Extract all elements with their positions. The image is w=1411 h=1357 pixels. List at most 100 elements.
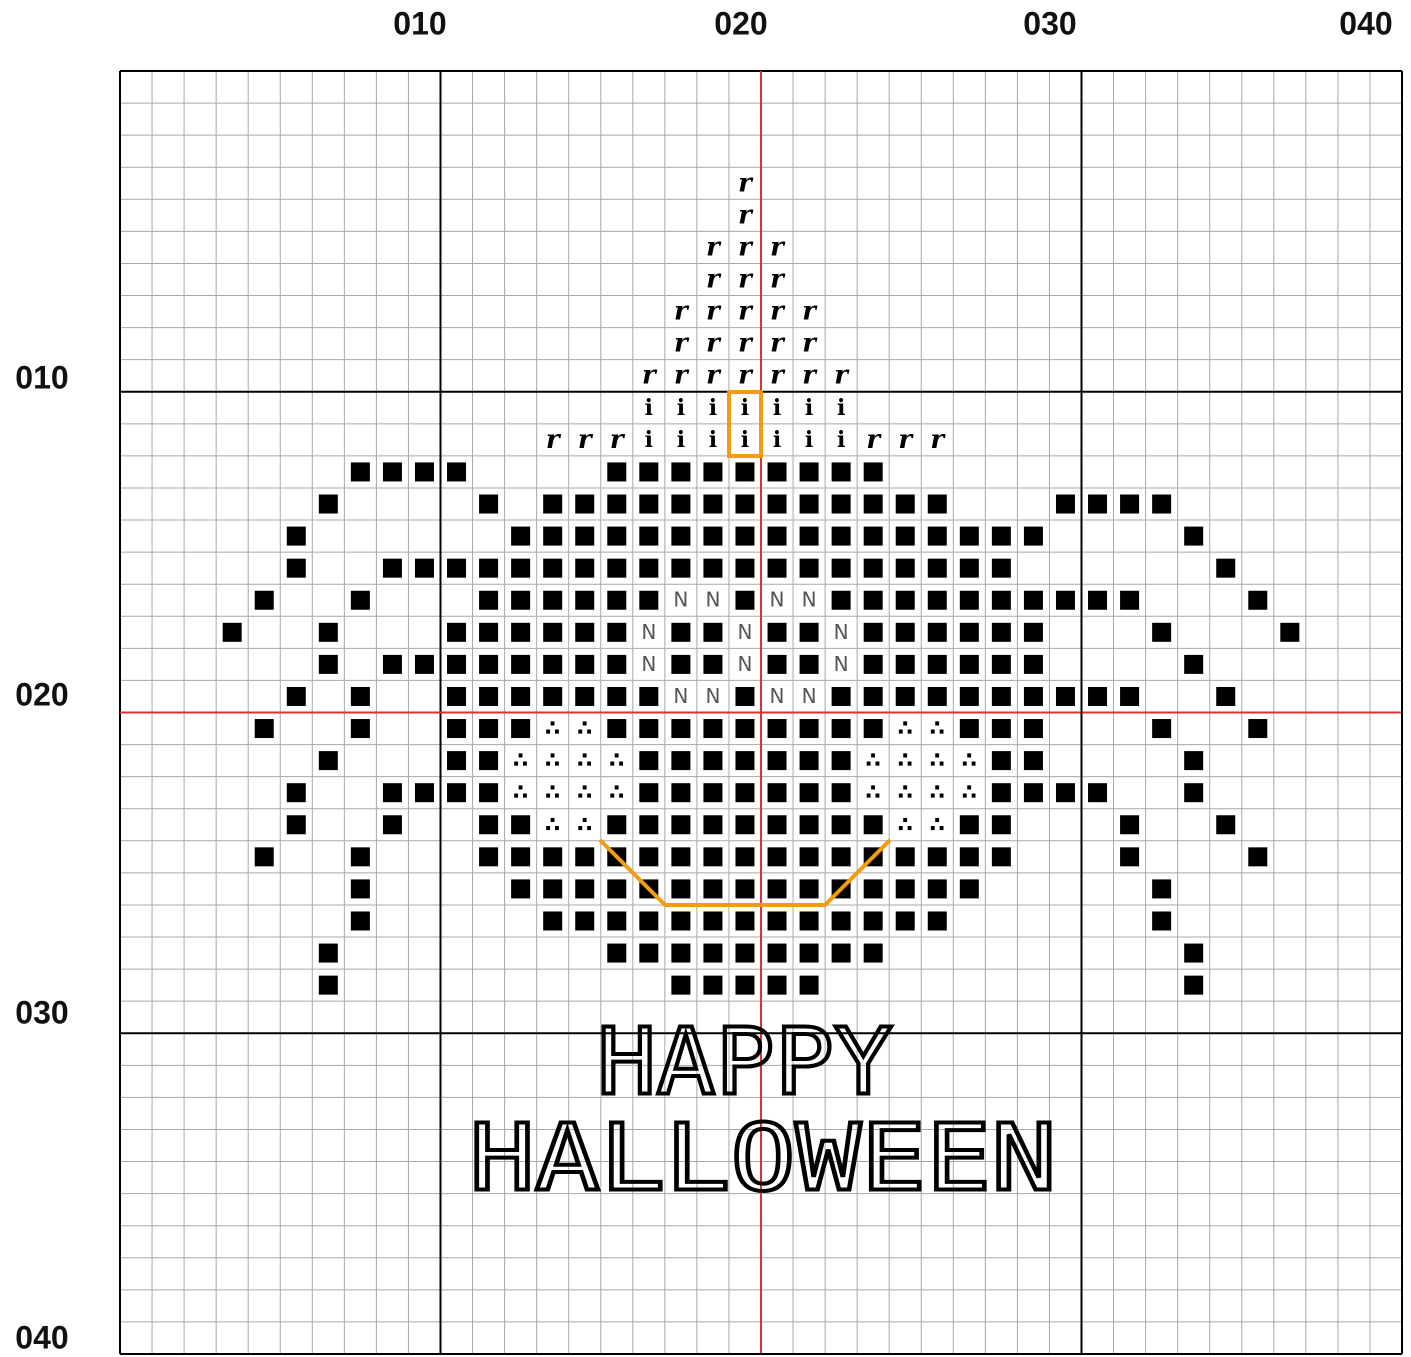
pattern: rrrrrrrrrrrrrrrrrrrrrrrrriiiiiiirrriiiii… — [0, 0, 1411, 1357]
stitch-symbol: N — [802, 588, 817, 612]
stitch-symbol: r — [706, 329, 722, 359]
stitch-symbol: i — [677, 395, 685, 421]
stitch-symbol: ∴ — [577, 749, 592, 774]
stitch-symbol: ∴ — [513, 781, 528, 806]
stitch — [639, 751, 658, 770]
stitch-symbol: i — [645, 395, 653, 421]
stitch — [1184, 783, 1203, 802]
stitch — [639, 462, 658, 481]
stitch — [607, 879, 626, 898]
stitch — [575, 591, 594, 610]
stitch — [1248, 591, 1267, 610]
stitch — [479, 495, 498, 514]
stitch — [607, 527, 626, 546]
stitch — [768, 495, 787, 514]
stitch — [575, 847, 594, 866]
stitch — [319, 944, 338, 963]
stitch — [992, 559, 1011, 578]
stitch — [639, 783, 658, 802]
stitch — [800, 719, 819, 738]
stitch — [543, 911, 562, 930]
stitch — [864, 719, 883, 738]
stitch — [639, 527, 658, 546]
stitch-symbol: r — [738, 297, 754, 327]
stitch — [928, 559, 947, 578]
stitch — [255, 847, 274, 866]
stitch — [703, 655, 722, 674]
stitch-symbol: r — [610, 425, 626, 455]
stitch — [864, 559, 883, 578]
stitch — [671, 751, 690, 770]
stitch — [639, 687, 658, 706]
stitch-symbol: ∴ — [898, 813, 913, 838]
stitch — [768, 527, 787, 546]
stitch — [607, 655, 626, 674]
stitch — [319, 623, 338, 642]
stitch — [383, 815, 402, 834]
stitch — [415, 559, 434, 578]
stitch — [351, 847, 370, 866]
stitch — [768, 815, 787, 834]
stitch — [960, 847, 979, 866]
stitch — [864, 687, 883, 706]
stitch — [832, 559, 851, 578]
stitch — [447, 462, 466, 481]
stitch-symbol: i — [741, 427, 749, 453]
stitch — [896, 655, 915, 674]
stitch — [1120, 591, 1139, 610]
stitch-symbol: i — [773, 427, 781, 453]
stitch-symbol: r — [802, 361, 818, 391]
stitch — [928, 623, 947, 642]
stitch — [575, 495, 594, 514]
stitch — [607, 911, 626, 930]
stitch — [671, 559, 690, 578]
stitch — [543, 527, 562, 546]
x-axis-label: 020 — [714, 5, 767, 41]
stitch — [735, 751, 754, 770]
stitch — [992, 591, 1011, 610]
stitch-symbol: ∴ — [545, 781, 560, 806]
stitch — [351, 879, 370, 898]
stitch — [479, 815, 498, 834]
stitch-symbol: N — [737, 652, 752, 676]
stitch — [639, 495, 658, 514]
stitch — [735, 879, 754, 898]
stitch-symbol: r — [578, 425, 594, 455]
stitch — [511, 879, 530, 898]
stitch — [1024, 591, 1043, 610]
stitch — [992, 527, 1011, 546]
stitch — [607, 719, 626, 738]
stitch — [1216, 687, 1235, 706]
stitch — [703, 559, 722, 578]
stitch — [671, 911, 690, 930]
stitch-symbol: i — [709, 395, 717, 421]
stitch-symbol: ∴ — [609, 749, 624, 774]
stitch — [671, 944, 690, 963]
stitch — [768, 944, 787, 963]
stitch — [960, 559, 979, 578]
stitch-symbol: r — [738, 264, 754, 294]
stitch-symbol: N — [705, 588, 720, 612]
stitch-symbol: r — [898, 425, 914, 455]
stitch — [1056, 783, 1075, 802]
stitch-symbol: N — [770, 588, 785, 612]
stitch — [735, 687, 754, 706]
stitch — [1024, 623, 1043, 642]
stitch — [351, 719, 370, 738]
stitch — [703, 879, 722, 898]
stitch-symbol: r — [770, 329, 786, 359]
stitch — [928, 527, 947, 546]
stitch — [896, 495, 915, 514]
stitch — [1056, 495, 1075, 514]
stitch — [768, 623, 787, 642]
stitch — [800, 751, 819, 770]
stitch — [703, 527, 722, 546]
stitch — [1152, 719, 1171, 738]
stitch — [864, 655, 883, 674]
stitch — [447, 623, 466, 642]
stitch — [447, 751, 466, 770]
message-line: HALLOWEEN — [470, 1104, 1057, 1211]
stitch — [575, 687, 594, 706]
stitch — [607, 495, 626, 514]
stitch — [575, 655, 594, 674]
